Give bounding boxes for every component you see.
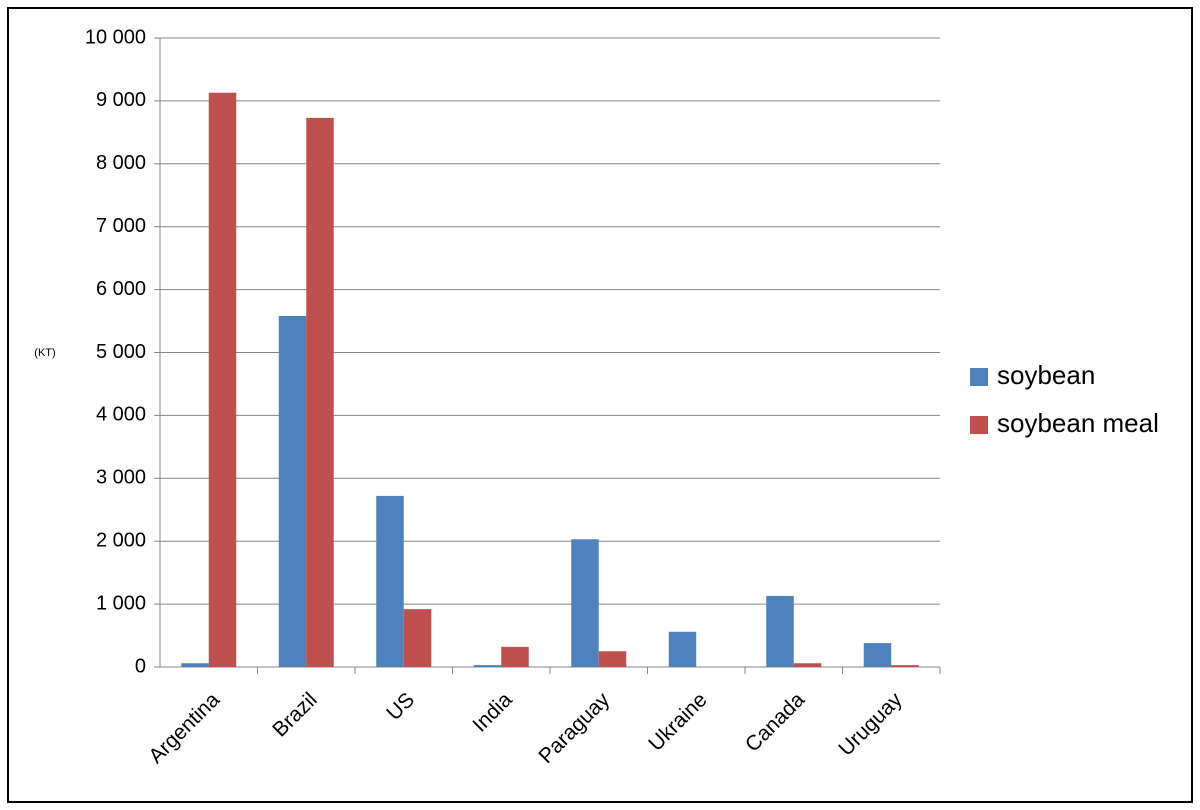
bar — [598, 651, 627, 667]
bar — [473, 665, 502, 667]
bar — [501, 646, 529, 667]
bar — [668, 631, 697, 667]
y-tick-label: 1 000 — [96, 592, 146, 614]
y-tick-label: 9 000 — [96, 89, 146, 111]
y-tick-label: 6 000 — [96, 278, 146, 300]
chart-frame — [7, 7, 1193, 803]
bar — [863, 643, 892, 667]
bar — [376, 495, 404, 667]
legend-swatch — [970, 368, 988, 386]
bar — [306, 117, 334, 668]
y-tick-label: 2 000 — [96, 529, 146, 551]
y-tick-label: 7 000 — [96, 215, 146, 237]
bar — [766, 595, 794, 667]
y-axis-label: (KT) — [34, 347, 55, 359]
y-tick-label: 4 000 — [96, 404, 146, 426]
bar — [278, 316, 307, 667]
y-tick-label: 10 000 — [85, 26, 146, 48]
legend-swatch — [970, 416, 988, 434]
bar — [403, 609, 432, 667]
bar — [571, 539, 599, 667]
y-tick-label: 3 000 — [96, 467, 146, 489]
y-tick-label: 5 000 — [96, 341, 146, 363]
bar — [891, 665, 919, 667]
y-tick-label: 0 — [135, 655, 146, 677]
legend-label: soybean meal — [997, 408, 1159, 438]
y-tick-label: 8 000 — [96, 152, 146, 174]
legend-label: soybean — [997, 360, 1095, 390]
bar — [208, 92, 237, 667]
bar — [793, 663, 822, 667]
bar — [181, 663, 209, 667]
